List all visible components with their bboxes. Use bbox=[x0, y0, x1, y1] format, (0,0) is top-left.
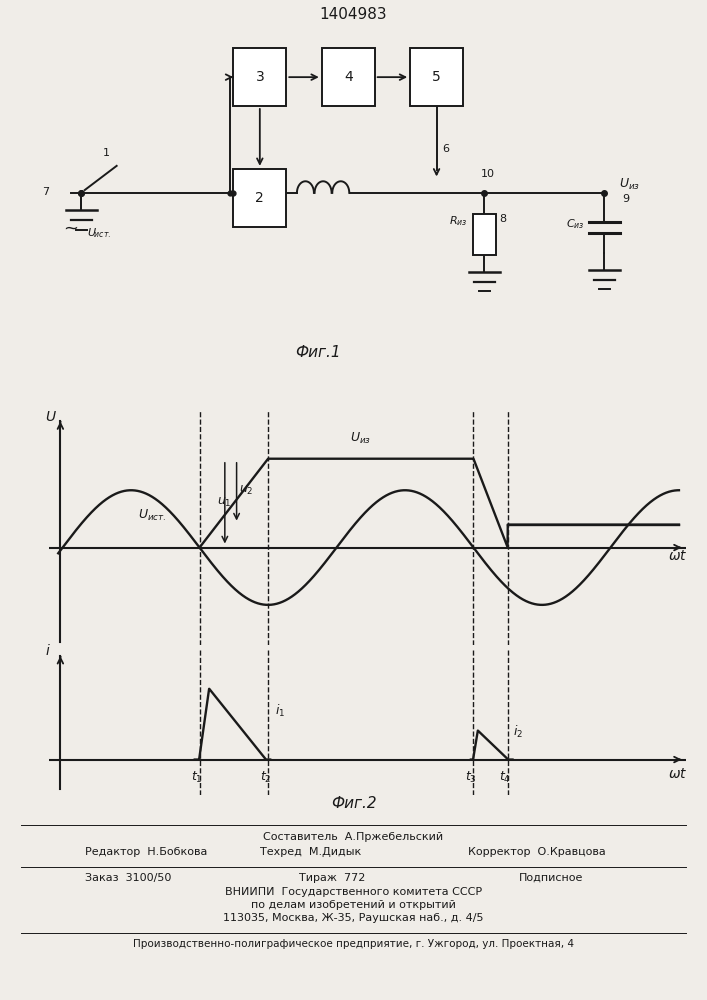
Text: $t_2$: $t_2$ bbox=[259, 770, 271, 785]
Text: $U_{из}$: $U_{из}$ bbox=[350, 431, 371, 446]
Text: Подписное: Подписное bbox=[519, 873, 584, 883]
Bar bbox=[233, 169, 286, 227]
Text: 113035, Москва, Ж-35, Раушская наб., д. 4/5: 113035, Москва, Ж-35, Раушская наб., д. … bbox=[223, 913, 484, 923]
Bar bbox=[410, 48, 463, 106]
Text: ВНИИПИ  Государственного комитета СССР: ВНИИПИ Государственного комитета СССР bbox=[225, 887, 482, 897]
Text: $i_2$: $i_2$ bbox=[513, 724, 522, 740]
Text: $U_{ист.}$: $U_{ист.}$ bbox=[138, 508, 166, 523]
Text: $\omega t$: $\omega t$ bbox=[668, 549, 687, 563]
Text: 5: 5 bbox=[432, 70, 441, 84]
Text: 7: 7 bbox=[42, 187, 49, 197]
Text: $i_1$: $i_1$ bbox=[274, 702, 285, 719]
Text: по делам изобретений и открытий: по делам изобретений и открытий bbox=[251, 900, 456, 910]
Text: 9: 9 bbox=[622, 194, 629, 205]
Text: Составитель  А.Пржебельский: Составитель А.Пржебельский bbox=[264, 832, 443, 842]
Text: $i$: $i$ bbox=[45, 643, 51, 658]
Text: $R_{из}$: $R_{из}$ bbox=[449, 215, 467, 228]
Text: Редактор  Н.Бобкова: Редактор Н.Бобкова bbox=[85, 847, 207, 857]
Text: Корректор  О.Кравцова: Корректор О.Кравцова bbox=[469, 847, 606, 857]
Text: $U_{из}$: $U_{из}$ bbox=[619, 177, 640, 192]
Text: 1: 1 bbox=[103, 148, 110, 158]
Text: $C_{из}$: $C_{из}$ bbox=[566, 218, 585, 231]
Text: $u_1$: $u_1$ bbox=[217, 496, 232, 509]
Text: 8: 8 bbox=[499, 214, 506, 224]
Text: Фиг.2: Фиг.2 bbox=[331, 796, 376, 811]
Bar bbox=[473, 214, 496, 255]
Text: $U_{\!ист.}$: $U_{\!ист.}$ bbox=[87, 226, 111, 240]
Text: Производственно-полиграфическое предприятие, г. Ужгород, ул. Проектная, 4: Производственно-полиграфическое предприя… bbox=[133, 939, 574, 949]
Text: $u_2$: $u_2$ bbox=[239, 484, 253, 497]
Text: $\omega t$: $\omega t$ bbox=[668, 767, 687, 781]
Text: ~: ~ bbox=[63, 219, 78, 237]
Text: Фиг.1: Фиг.1 bbox=[296, 345, 341, 360]
Text: $t_1$: $t_1$ bbox=[191, 770, 203, 785]
Text: 2: 2 bbox=[255, 191, 264, 205]
Text: 1404983: 1404983 bbox=[320, 7, 387, 22]
Text: $t_3$: $t_3$ bbox=[465, 770, 477, 785]
Bar bbox=[322, 48, 375, 106]
Text: Заказ  3100/50: Заказ 3100/50 bbox=[85, 873, 171, 883]
Text: 10: 10 bbox=[481, 169, 495, 179]
Text: $U$: $U$ bbox=[45, 410, 57, 424]
Bar bbox=[233, 48, 286, 106]
Text: 6: 6 bbox=[443, 144, 449, 154]
Text: Техред  М.Дидык: Техред М.Дидык bbox=[260, 847, 362, 857]
Text: 3: 3 bbox=[255, 70, 264, 84]
Text: 4: 4 bbox=[344, 70, 353, 84]
Text: Тираж  772: Тираж 772 bbox=[299, 873, 366, 883]
Text: $t_4$: $t_4$ bbox=[499, 770, 511, 785]
